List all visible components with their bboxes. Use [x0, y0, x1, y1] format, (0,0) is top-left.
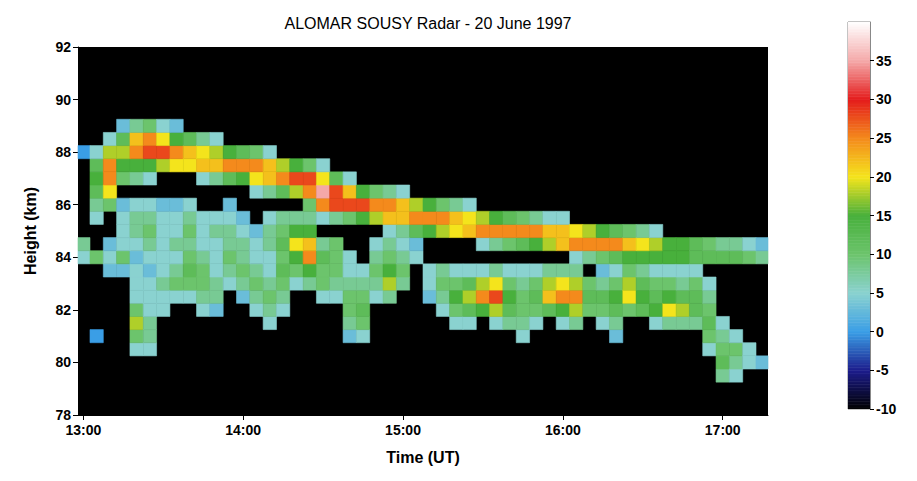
- svg-text:30: 30: [876, 91, 892, 107]
- svg-text:84: 84: [55, 249, 71, 265]
- svg-text:15: 15: [876, 208, 892, 224]
- svg-text:ALOMAR SOUSY Radar - 20 June 1: ALOMAR SOUSY Radar - 20 June 1997: [285, 15, 572, 32]
- svg-text:17:00: 17:00: [705, 422, 741, 438]
- svg-text:-10: -10: [876, 401, 896, 417]
- svg-text:88: 88: [55, 144, 71, 160]
- svg-text:86: 86: [55, 197, 71, 213]
- svg-text:5: 5: [876, 285, 884, 301]
- svg-text:20: 20: [876, 169, 892, 185]
- svg-text:90: 90: [55, 92, 71, 108]
- svg-text:78: 78: [55, 407, 71, 423]
- svg-text:0: 0: [876, 324, 884, 340]
- svg-text:-5: -5: [876, 362, 889, 378]
- svg-text:92: 92: [55, 39, 71, 55]
- svg-text:25: 25: [876, 130, 892, 146]
- svg-text:13:00: 13:00: [65, 422, 101, 438]
- svg-text:16:00: 16:00: [545, 422, 581, 438]
- svg-text:Height (km): Height (km): [22, 187, 39, 275]
- svg-text:Time (UT): Time (UT): [386, 449, 459, 466]
- svg-text:80: 80: [55, 354, 71, 370]
- svg-text:15:00: 15:00: [385, 422, 421, 438]
- svg-text:82: 82: [55, 302, 71, 318]
- svg-text:14:00: 14:00: [225, 422, 261, 438]
- svg-text:10: 10: [876, 246, 892, 262]
- svg-text:35: 35: [876, 53, 892, 69]
